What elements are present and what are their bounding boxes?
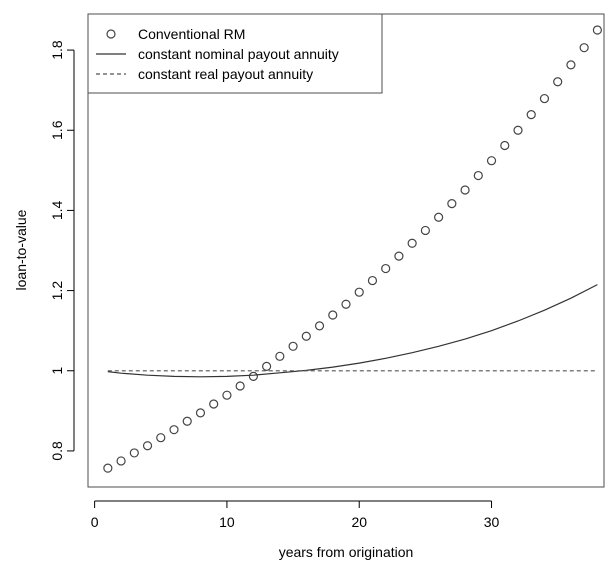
nominal-annuity-line [107, 284, 598, 378]
conventional-rm-point [328, 310, 338, 320]
x-tick-label: 30 [484, 514, 500, 530]
conventional-rm-point [500, 140, 510, 151]
conventional-rm-point [566, 60, 576, 70]
conventional-rm-point [513, 125, 523, 135]
legend-label-nominal-annuity: constant nominal payout annuity [138, 46, 339, 62]
conventional-rm-point [539, 93, 550, 104]
series-layer [103, 25, 602, 473]
conventional-rm-point [248, 371, 258, 381]
x-tick-label: 20 [351, 514, 367, 530]
y-tick-label: 1.2 [49, 281, 65, 301]
conventional-rm-point [169, 425, 179, 435]
conventional-rm-point [553, 77, 563, 87]
conventional-rm-point [579, 43, 589, 53]
conventional-rm-point [460, 185, 470, 195]
conventional-rm-point [381, 263, 391, 274]
y-tick-label: 1.4 [49, 200, 65, 220]
x-tick-label: 10 [219, 514, 235, 530]
conventional-rm-point [195, 408, 206, 418]
conventional-rm-point [434, 212, 444, 222]
legend: Conventional RM constant nominal payout … [87, 13, 383, 94]
legend-key-conventional-rm [106, 29, 116, 39]
conventional-rm-point [209, 399, 219, 409]
y-axis-label: loan-to-value [13, 209, 29, 290]
conventional-rm-point [142, 441, 153, 451]
x-axis-label: years from origination [279, 544, 414, 560]
y-axis: 0.8 1 1.2 1.4 1.6 1.8 [49, 40, 75, 461]
conventional-rm-point [182, 416, 192, 426]
legend-label-real-annuity: constant real payout annuity [138, 66, 313, 82]
conventional-rm-point [222, 390, 232, 400]
conventional-rm-point [275, 351, 285, 361]
conventional-rm-point [116, 456, 126, 466]
conventional-rm-point [394, 251, 404, 261]
conventional-rm-point [367, 275, 378, 286]
conventional-rm-point [262, 361, 272, 371]
legend-box [87, 13, 383, 94]
conventional-rm-point [486, 156, 497, 166]
conventional-rm-point [420, 225, 430, 236]
legend-label-conventional-rm: Conventional RM [138, 26, 245, 42]
conventional-rm-point [526, 110, 536, 120]
conventional-rm-point [341, 299, 351, 309]
conventional-rm-point [473, 170, 483, 181]
y-tick-label: 1.6 [49, 120, 65, 140]
y-tick-label: 0.8 [49, 441, 65, 461]
x-axis: 0 10 20 30 [91, 500, 500, 530]
conventional-rm-point [103, 463, 113, 473]
conventional-rm-point [314, 321, 325, 331]
conventional-rm-point [592, 25, 602, 35]
conventional-rm-point [288, 341, 298, 351]
conventional-rm-point [407, 238, 417, 248]
conventional-rm-point [301, 331, 311, 341]
conventional-rm-point [235, 381, 245, 391]
conventional-rm-point [129, 448, 139, 458]
y-tick-label: 1 [49, 367, 65, 375]
conventional-rm-point [354, 287, 364, 297]
y-tick-label: 1.8 [49, 40, 65, 60]
conventional-rm-point [447, 199, 457, 209]
conventional-rm-point [156, 433, 166, 443]
x-tick-label: 0 [91, 514, 99, 530]
